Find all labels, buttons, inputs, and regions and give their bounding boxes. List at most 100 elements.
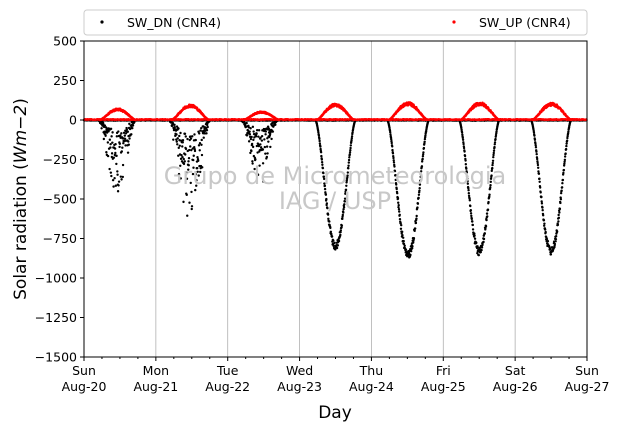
sw-dn-point [103, 124, 107, 127]
legend-label-sw-dn: SW_DN (CNR4) [127, 15, 221, 30]
sw-dn-point [464, 163, 468, 166]
sw-dn-point [319, 145, 322, 148]
sw-dn-point [558, 207, 562, 211]
sw-dn-point [468, 197, 471, 200]
sw-dn-point [185, 193, 188, 197]
sw-dn-point [105, 151, 108, 154]
sw-dn-point [537, 172, 541, 175]
sw-dn-point [469, 204, 472, 208]
sw-dn-point [470, 217, 474, 221]
sw-dn-point [186, 214, 189, 217]
sw-dn-point [329, 230, 333, 233]
sw-dn-point [192, 154, 195, 157]
sw-dn-point [320, 158, 324, 161]
sw-dn-point [332, 239, 335, 242]
sw-dn-point [557, 213, 560, 217]
sw-dn-point [477, 253, 481, 257]
sw-dn-point [256, 151, 259, 154]
sw-dn-point [247, 140, 251, 143]
watermark-line-1: Grupo de Micrometeorologia [164, 162, 506, 190]
sw-dn-point [401, 230, 404, 234]
sw-dn-point [187, 168, 190, 171]
sw-dn-point [123, 134, 127, 137]
sw-dn-point [122, 142, 125, 145]
sw-dn-point [179, 157, 183, 161]
sw-dn-point [468, 199, 472, 202]
sw-dn-point [106, 154, 110, 158]
sw-dn-point [114, 143, 117, 146]
sw-dn-point [263, 138, 266, 141]
sw-dn-point [350, 135, 354, 138]
sw-dn-point [348, 153, 352, 156]
x-tick-label-date: Aug-24 [349, 379, 394, 394]
sw-dn-point [178, 144, 181, 147]
sw-dn-point [390, 141, 393, 145]
sw-dn-point [329, 226, 332, 230]
sw-dn-point [539, 191, 542, 194]
sw-dn-point [399, 221, 402, 225]
sw-dn-point [341, 213, 345, 217]
sw-dn-point [421, 155, 425, 158]
sw-dn-point [464, 159, 467, 162]
x-tick-label-date: Aug-25 [421, 379, 466, 394]
sw-dn-point [555, 230, 559, 233]
sw-dn-point [261, 162, 265, 165]
sw-dn-point [194, 138, 197, 142]
sw-dn-point [482, 237, 486, 241]
sw-dn-point [418, 186, 421, 190]
sw-dn-point [460, 131, 464, 134]
sw-up-point [278, 118, 281, 122]
sw-dn-point [389, 133, 392, 136]
x-tick-label-day: Fri [436, 363, 451, 378]
sw-dn-point [535, 157, 539, 161]
sw-dn-point [111, 141, 114, 144]
sw-dn-point [544, 230, 547, 234]
sw-dn-point [398, 213, 401, 217]
sw-dn-point [489, 180, 492, 184]
sw-dn-point [189, 135, 192, 138]
sw-dn-point [119, 134, 122, 137]
sw-dn-point [390, 139, 393, 143]
watermark-line-2: IAG / USP [279, 187, 391, 215]
sw-dn-point [341, 217, 344, 221]
sw-dn-point [194, 188, 197, 192]
sw-dn-point [198, 142, 202, 145]
sw-dn-point [255, 129, 259, 132]
sw-dn-point [185, 171, 188, 174]
sw-dn-point [109, 142, 112, 146]
sw-dn-point [342, 206, 346, 209]
sw-dn-point [546, 240, 550, 243]
x-tick-label-day: Sun [575, 363, 599, 378]
sw-dn-point [394, 173, 397, 177]
sw-dn-point [123, 137, 127, 140]
sw-dn-point [486, 215, 489, 218]
sw-dn-point [193, 145, 196, 149]
sw-dn-point [259, 136, 262, 139]
sw-dn-point [321, 163, 324, 166]
sw-dn-point [419, 170, 423, 173]
sw-dn-point [347, 161, 351, 164]
sw-dn-point [563, 155, 567, 158]
sw-dn-point [117, 180, 121, 183]
sw-dn-point [251, 162, 254, 165]
sw-dn-point [108, 138, 112, 141]
sw-dn-point [124, 144, 127, 147]
sw-dn-point [391, 145, 394, 148]
sw-dn-point [118, 142, 122, 145]
sw-dn-point [412, 237, 416, 240]
sw-dn-point [184, 153, 187, 156]
sw-dn-point [118, 145, 121, 149]
sw-dn-point [127, 140, 130, 143]
y-tick-label: −500 [43, 192, 77, 207]
sw-dn-point [326, 213, 330, 216]
sw-dn-point [245, 121, 248, 125]
sw-dn-point [490, 169, 493, 173]
sw-dn-point [533, 138, 537, 141]
sw-dn-point [349, 144, 353, 147]
sw-dn-point [271, 130, 275, 133]
sw-dn-point [110, 135, 113, 138]
sw-dn-point [542, 219, 546, 222]
sw-dn-point [463, 154, 467, 158]
sw-up-point [207, 118, 211, 122]
sw-dn-point [401, 233, 404, 237]
